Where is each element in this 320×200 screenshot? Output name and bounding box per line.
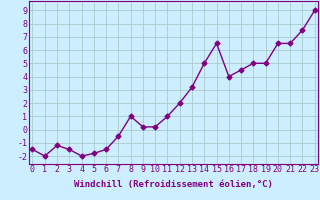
X-axis label: Windchill (Refroidissement éolien,°C): Windchill (Refroidissement éolien,°C): [74, 180, 273, 189]
